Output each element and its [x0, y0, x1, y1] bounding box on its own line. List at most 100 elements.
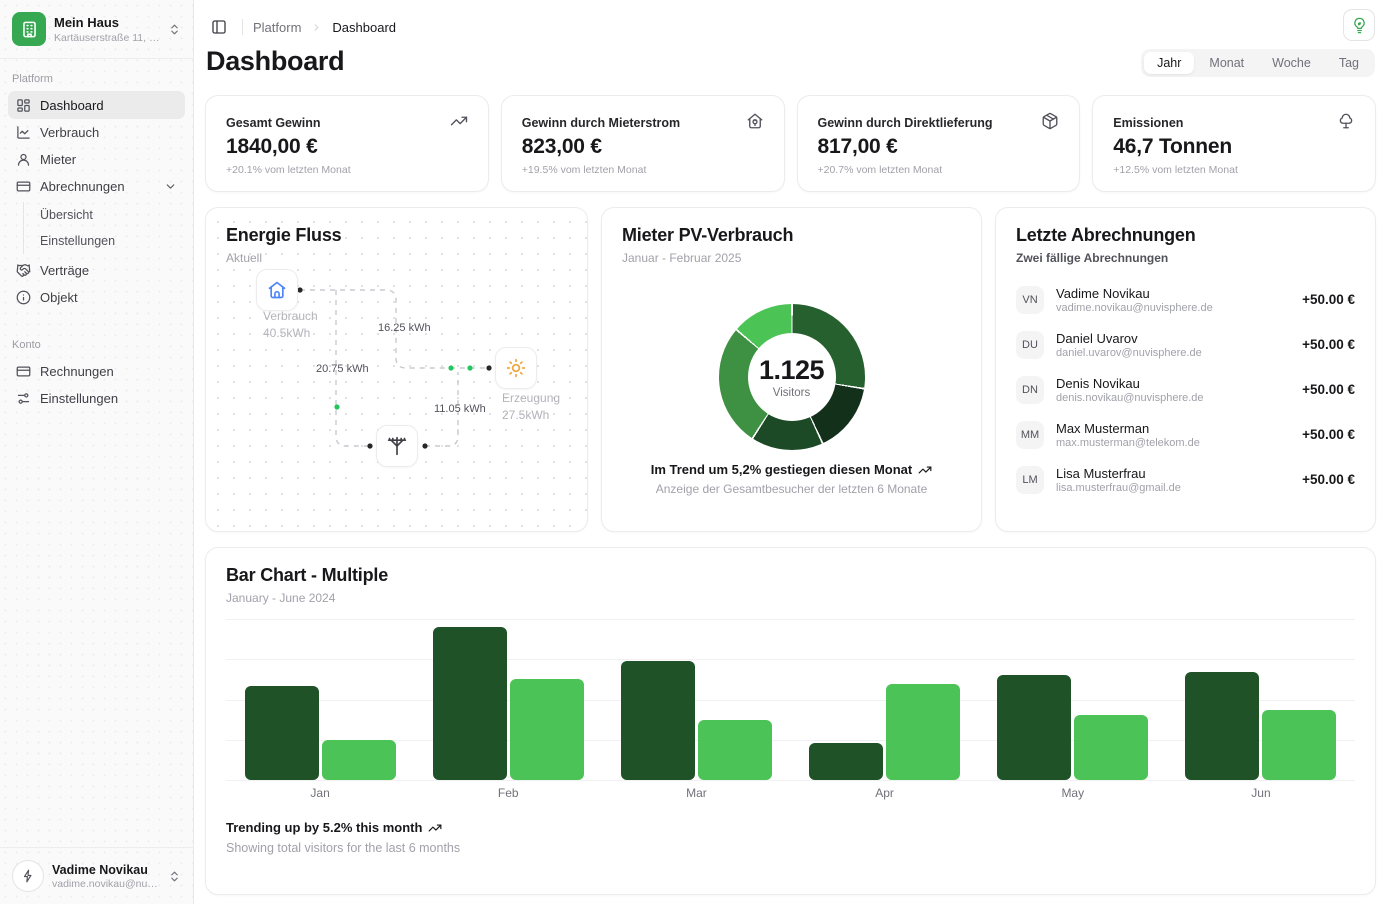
breadcrumb-platform[interactable]: Platform: [253, 19, 302, 35]
chevrons-up-down-icon: [168, 870, 181, 883]
stat-value: 823,00 €: [521, 135, 602, 158]
billings-subtitle: Zwei fällige Abrechnungen: [1016, 251, 1169, 265]
dashboard-grid-icon: [16, 98, 31, 113]
billing-row[interactable]: MM Max Musterman max.musterman@telekom.d…: [1016, 412, 1355, 457]
sidebar-item-objekt[interactable]: Objekt: [8, 283, 185, 311]
bar-group: [1167, 619, 1355, 780]
billing-name: Max Musterman: [1056, 420, 1150, 436]
donut-title: Mieter PV-Verbrauch: [622, 225, 794, 245]
bar-chart-footer: Trending up by 5.2% this month Showing t…: [206, 800, 1375, 855]
bar-group: [602, 619, 790, 780]
bar-group: [791, 619, 979, 780]
sidebar-subitem-uebersicht[interactable]: Übersicht: [32, 202, 185, 228]
bar-group: [979, 619, 1167, 780]
workspace-address: Kartäuserstraße 11, 99084 E…: [54, 31, 160, 44]
production-node[interactable]: [495, 347, 537, 389]
workspace-switcher[interactable]: Mein Haus Kartäuserstraße 11, 99084 E…: [8, 8, 185, 50]
sidebar-item-dashboard[interactable]: Dashboard: [8, 91, 185, 119]
billing-name: Denis Novikau: [1056, 375, 1140, 391]
billing-row[interactable]: DU Daniel Uvarov daniel.uvarov@nuvispher…: [1016, 322, 1355, 367]
donut-footer-primary: Im Trend um 5,2% gestiegen diesen Monat: [650, 462, 913, 477]
sidebar-item-rechnungen[interactable]: Rechnungen: [8, 357, 185, 385]
stat-card-emissionen: Emissionen 46,7 Tonnen +12.5% vom letzte…: [1092, 95, 1376, 192]
donut-footer: Im Trend um 5,2% gestiegen diesen Monat …: [602, 462, 981, 496]
eco-bulb-button[interactable]: [1343, 9, 1375, 41]
user-email: vadime.novikau@nuvispher…: [52, 877, 160, 890]
handshake-icon: [16, 263, 31, 278]
tab-jahr[interactable]: Jahr: [1144, 52, 1195, 74]
bar-group: [414, 619, 602, 780]
page-title: Dashboard: [206, 46, 345, 76]
grid-node[interactable]: [376, 425, 418, 467]
section-label-konto: Konto: [12, 339, 41, 351]
billing-row[interactable]: LM Lisa Musterfrau lisa.musterfrau@gmail…: [1016, 457, 1355, 502]
stat-change: +20.1% vom letzten Monat: [226, 164, 351, 176]
bar: [1185, 672, 1260, 780]
tab-monat[interactable]: Monat: [1209, 56, 1245, 70]
tab-tag[interactable]: Tag: [1338, 56, 1359, 70]
stat-label: Gesamt Gewinn: [226, 116, 321, 130]
bar-footer-primary: Trending up by 5.2% this month: [226, 820, 423, 835]
edge-label-house-sun: 16.25 kWh: [378, 322, 431, 334]
bar-chart-title: Bar Chart - Multiple: [226, 565, 389, 585]
stat-value: 46,7 Tonnen: [1113, 135, 1233, 158]
main-content: Platform Dashboard Dashboard Jahr Monat …: [195, 0, 1391, 904]
stat-label: Emissionen: [1113, 116, 1184, 130]
sidebar-item-label: Verträge: [40, 262, 90, 278]
consumption-label: Verbrauch 40.5kWh: [263, 309, 318, 340]
billing-row[interactable]: VN Vadime Novikau vadime.novikau@nuvisph…: [1016, 277, 1355, 322]
billing-amount: +50.00 €: [1302, 472, 1355, 487]
donut-center: 1.125 Visitors: [747, 333, 836, 421]
trending-up-icon: [918, 463, 932, 477]
breadcrumb-dashboard: Dashboard: [332, 19, 397, 35]
billing-row[interactable]: DN Denis Novikau denis.novikau@nuvispher…: [1016, 367, 1355, 412]
billing-email: daniel.uvarov@nuvisphere.de: [1056, 346, 1202, 359]
sidebar-item-abrechnungen[interactable]: Abrechnungen: [8, 172, 185, 200]
donut-center-label: Visitors: [772, 387, 811, 399]
billings-card: Letzte Abrechnungen Zwei fällige Abrechn…: [995, 207, 1376, 532]
sidebar-item-vertraege[interactable]: Verträge: [8, 256, 185, 284]
sidebar-subitem-einstellungen[interactable]: Einstellungen: [32, 228, 185, 254]
user-name: Vadime Novikau: [52, 862, 148, 877]
sidebar-toggle-icon[interactable]: [206, 14, 232, 40]
stat-change: +20.7% vom letzten Monat: [817, 164, 943, 176]
range-tabs: Jahr Monat Woche Tag: [1141, 49, 1375, 77]
stat-card-mieterstrom: Gewinn durch Mieterstrom 823,00 € +19.5%…: [500, 95, 785, 192]
bar-x-axis: Jan Feb Mar Apr May Jun: [226, 786, 1355, 800]
chart-line-icon: [16, 125, 31, 140]
building-icon: [12, 12, 46, 46]
stat-label: Gewinn durch Direktlieferung: [817, 116, 993, 130]
tab-woche[interactable]: Woche: [1272, 56, 1311, 70]
edge-label-grid-sun: 11.05 kWh: [434, 403, 486, 415]
info-icon: [16, 290, 31, 305]
sidebar-item-verbrauch[interactable]: Verbrauch: [8, 118, 185, 146]
sidebar-item-label: Mieter: [40, 151, 77, 167]
sidebar-item-konto-einstellungen[interactable]: Einstellungen: [8, 384, 185, 412]
sidebar-item-label: Verbrauch: [40, 124, 100, 140]
topbar-separator: [242, 19, 243, 35]
bar: [886, 684, 961, 780]
package-icon: [1041, 112, 1059, 130]
user-menu[interactable]: Vadime Novikau vadime.novikau@nuvispher…: [8, 856, 185, 896]
avatar: DU: [1016, 330, 1044, 359]
bar: [244, 686, 319, 780]
sidebar-subitem-label: Übersicht: [40, 208, 93, 222]
consumption-node[interactable]: [256, 269, 298, 311]
donut-subtitle: Januar - Februar 2025: [622, 251, 742, 265]
bar: [620, 660, 695, 780]
bar-footer-secondary: Showing total visitors for the last 6 mo…: [226, 841, 461, 855]
stat-change: +12.5% vom letzten Monat: [1113, 164, 1238, 176]
donut-center-value: 1.125: [758, 355, 825, 385]
energy-flow-card: Energie Fluss Aktuell: [205, 207, 588, 532]
sidebar-footer: Vadime Novikau vadime.novikau@nuvispher…: [0, 847, 193, 904]
pv-donut-card: Mieter PV-Verbrauch Januar - Februar 202…: [601, 207, 982, 532]
billings-title: Letzte Abrechnungen: [1016, 225, 1196, 245]
sidebar-item-label: Einstellungen: [40, 390, 119, 406]
sidebar-divider: [0, 58, 193, 59]
bar: [697, 719, 772, 780]
credit-card-icon: [16, 179, 31, 194]
trending-up-icon: [450, 112, 468, 130]
bar: [1074, 714, 1149, 780]
sidebar-item-mieter[interactable]: Mieter: [8, 145, 185, 173]
billing-email: denis.novikau@nuvisphere.de: [1056, 391, 1204, 404]
